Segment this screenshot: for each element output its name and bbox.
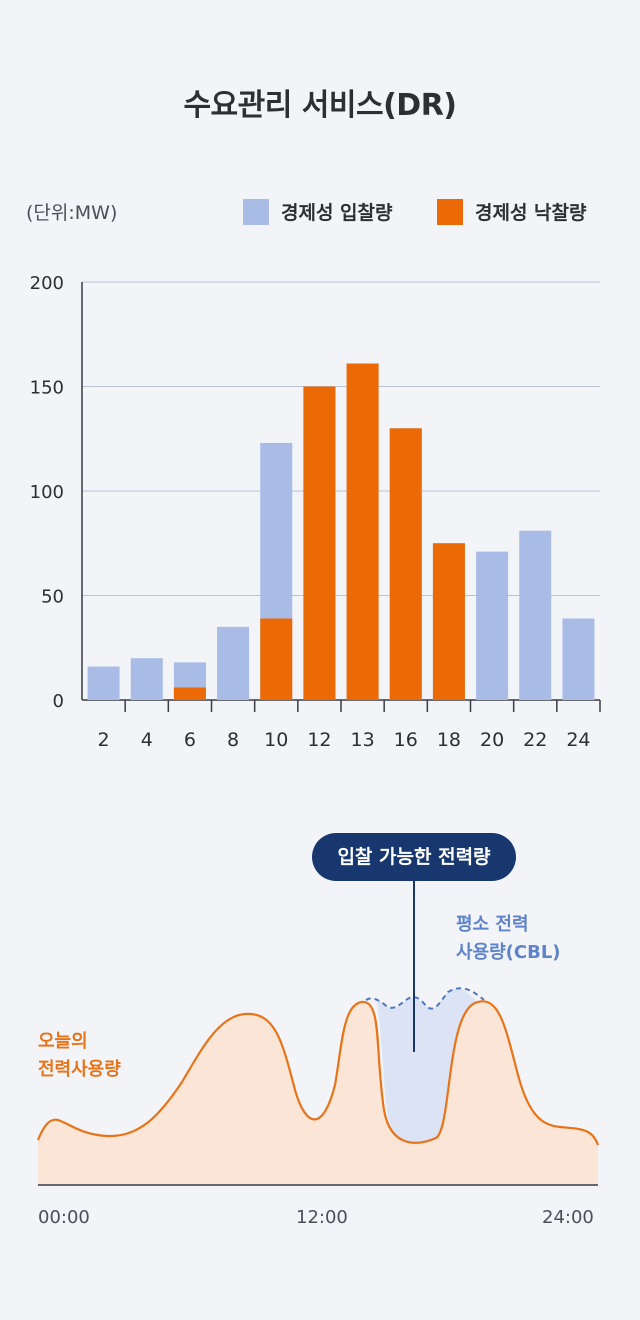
bar-bid — [217, 626, 250, 700]
x-tick-label: 13 — [350, 729, 374, 751]
cbl-label: 평소 전력 사용량(CBL) — [456, 914, 561, 963]
bar-award — [346, 363, 379, 700]
x-tick-label: 16 — [394, 729, 418, 751]
time-tick-label: 12:00 — [296, 1207, 348, 1228]
x-tick-label: 18 — [437, 729, 461, 751]
x-tick-label: 20 — [480, 729, 504, 751]
bar-award — [389, 428, 422, 700]
legend-swatch-bid — [243, 198, 269, 225]
usage-area-fill — [38, 1001, 598, 1185]
y-tick-label: 200 — [30, 273, 64, 294]
x-tick-label: 6 — [184, 729, 196, 751]
bar-bid — [130, 658, 163, 700]
bar-award — [260, 618, 293, 700]
bar-award — [303, 386, 336, 700]
legend-item-bid: 경제성 입찰량 — [243, 198, 393, 225]
y-tick-label: 150 — [30, 378, 64, 399]
bid-capacity-callout: 입찰 가능한 전력량 — [312, 833, 516, 881]
bar-bid — [519, 530, 552, 700]
time-tick-label: 24:00 — [542, 1207, 594, 1228]
bar-bid — [476, 551, 509, 700]
y-tick-label: 50 — [41, 587, 64, 608]
x-tick-label: 10 — [264, 729, 288, 751]
usage-line — [36, 1000, 600, 1146]
bar-bid — [87, 666, 120, 700]
bar-bid — [562, 618, 595, 700]
y-tick-label: 0 — [53, 691, 64, 712]
cbl-line — [365, 987, 485, 1010]
bar-award — [432, 543, 465, 700]
cbl-area-fill — [377, 988, 478, 1145]
legend-swatch-award — [437, 198, 463, 225]
legend-label-bid: 경제성 입찰량 — [281, 202, 393, 224]
time-tick-label: 00:00 — [38, 1207, 90, 1228]
x-tick-label: 12 — [307, 729, 331, 751]
x-tick-label: 22 — [523, 729, 547, 751]
x-tick-label: 8 — [227, 729, 239, 751]
unit-label: (단위:MW) — [26, 202, 118, 224]
x-tick-label: 24 — [566, 729, 590, 751]
usage-label: 오늘의 전력사용량 — [38, 1031, 121, 1080]
page-title: 수요관리 서비스(DR) — [183, 88, 457, 123]
bar-award — [173, 687, 206, 700]
x-tick-label: 2 — [98, 729, 110, 751]
legend-item-award: 경제성 낙찰량 — [437, 198, 587, 225]
y-tick-label: 100 — [30, 482, 64, 503]
x-tick-label: 4 — [141, 729, 153, 751]
legend-label-award: 경제성 낙찰량 — [475, 202, 587, 224]
